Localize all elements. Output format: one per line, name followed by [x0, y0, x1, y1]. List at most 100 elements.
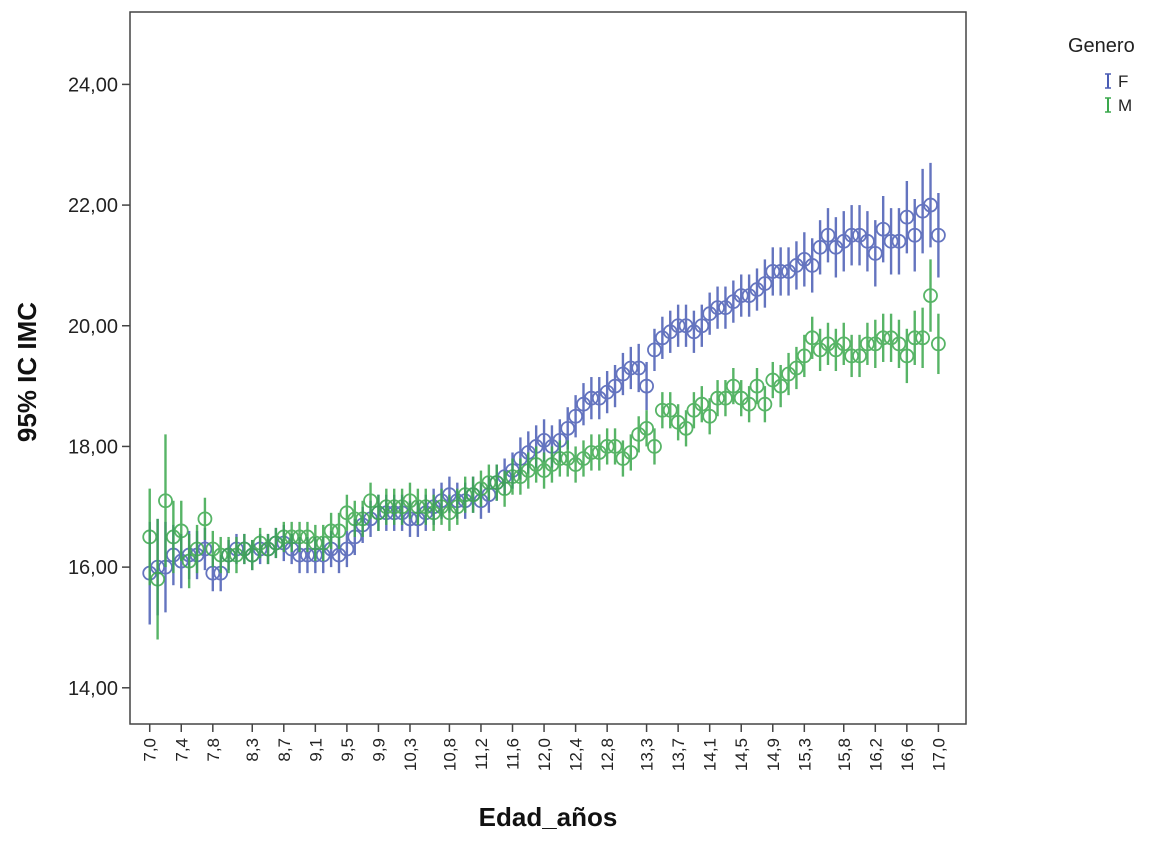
x-tick-label: 13,7 — [669, 738, 688, 771]
point-marker — [765, 264, 781, 279]
point-marker — [899, 348, 915, 364]
x-tick-label: 8,3 — [243, 738, 262, 762]
point-marker — [670, 318, 686, 334]
x-tick-label: 9,1 — [306, 738, 325, 762]
legend-label-m: M — [1118, 96, 1132, 115]
point-marker — [142, 529, 158, 545]
point-marker — [883, 233, 899, 249]
point-marker — [449, 499, 465, 515]
point-marker — [150, 571, 166, 587]
point-marker — [599, 439, 615, 454]
x-tick-label: 12,8 — [598, 738, 617, 771]
point-marker — [741, 396, 757, 412]
point-marker — [923, 288, 938, 303]
x-tick-label: 7,8 — [204, 738, 223, 762]
point-marker — [623, 360, 639, 376]
point-marker — [836, 336, 852, 352]
legend-items: FM — [1105, 72, 1132, 115]
point-marker — [789, 360, 804, 376]
point-marker — [355, 511, 371, 527]
point-marker — [662, 402, 678, 418]
y-axis: 14,00 16,00 18,00 20,00 22,00 24,00 — [68, 74, 130, 700]
point-marker — [221, 547, 236, 563]
point-marker — [315, 535, 331, 551]
point-marker — [844, 348, 860, 364]
point-marker — [173, 523, 189, 539]
point-marker — [244, 547, 260, 563]
point-marker — [583, 390, 599, 406]
point-marker — [930, 227, 946, 243]
x-tick-label: 11,6 — [504, 738, 523, 770]
plot-area-frame — [129, 11, 967, 725]
point-marker — [804, 330, 820, 346]
point-marker — [197, 511, 213, 527]
point-marker — [497, 481, 513, 497]
point-marker — [757, 276, 773, 291]
legend: Genero FM — [1068, 35, 1135, 115]
point-marker — [276, 529, 292, 545]
y-tick-label: 22,00 — [68, 195, 118, 217]
x-tick-label: 16,2 — [866, 738, 885, 771]
point-marker — [844, 227, 860, 243]
point-marker — [607, 378, 623, 394]
x-tick-label: 12,4 — [567, 738, 586, 771]
point-marker — [347, 511, 363, 527]
point-marker — [812, 239, 828, 255]
x-tick-label: 11,2 — [472, 738, 491, 770]
point-marker — [907, 330, 923, 346]
point-marker — [710, 390, 725, 406]
point-marker — [891, 336, 907, 352]
point-marker — [725, 378, 741, 394]
point-marker — [323, 523, 339, 539]
y-tick-label: 18,00 — [68, 436, 118, 458]
point-marker — [639, 378, 654, 394]
point-marker — [481, 475, 497, 491]
point-marker — [647, 439, 662, 454]
x-tick-label: 10,8 — [440, 738, 459, 771]
point-marker — [339, 541, 355, 557]
y-tick-label: 24,00 — [68, 74, 118, 96]
point-marker — [757, 396, 773, 412]
point-marker — [860, 336, 875, 352]
x-tick-label: 10,3 — [401, 738, 420, 771]
point-marker — [331, 523, 347, 539]
x-tick-label: 14,5 — [732, 738, 751, 771]
point-marker — [820, 227, 836, 243]
x-axis-title: Edad_años — [479, 802, 618, 832]
point-marker — [749, 378, 765, 394]
point-marker — [607, 439, 623, 454]
point-marker — [867, 245, 883, 261]
point-marker — [386, 499, 402, 515]
x-tick-label: 14,9 — [764, 738, 783, 771]
x-tick-label: 7,4 — [172, 738, 191, 762]
point-marker — [930, 336, 946, 352]
y-tick-label: 20,00 — [68, 316, 118, 338]
x-tick-label: 12,0 — [535, 738, 554, 771]
point-marker — [410, 499, 426, 515]
point-marker — [923, 197, 938, 213]
point-marker — [213, 547, 229, 563]
point-marker — [457, 487, 473, 503]
y-tick-label: 14,00 — [68, 678, 118, 700]
point-marker — [560, 420, 576, 436]
point-marker — [292, 529, 307, 545]
series-m — [142, 259, 946, 640]
point-marker — [284, 529, 300, 545]
series-layer — [142, 162, 946, 640]
point-marker — [694, 318, 710, 334]
x-tick-label: 14,1 — [701, 738, 720, 771]
point-marker — [568, 408, 584, 424]
point-marker — [363, 493, 378, 509]
point-marker — [852, 348, 867, 364]
point-marker — [796, 348, 812, 364]
point-marker — [623, 445, 639, 460]
x-tick-label: 8,7 — [275, 738, 294, 762]
point-marker — [654, 402, 670, 418]
x-tick-label: 7,0 — [141, 738, 160, 762]
point-marker — [733, 288, 749, 303]
point-marker — [307, 535, 323, 551]
point-marker — [647, 342, 662, 358]
point-marker — [702, 408, 718, 424]
x-tick-label: 9,5 — [338, 738, 357, 762]
